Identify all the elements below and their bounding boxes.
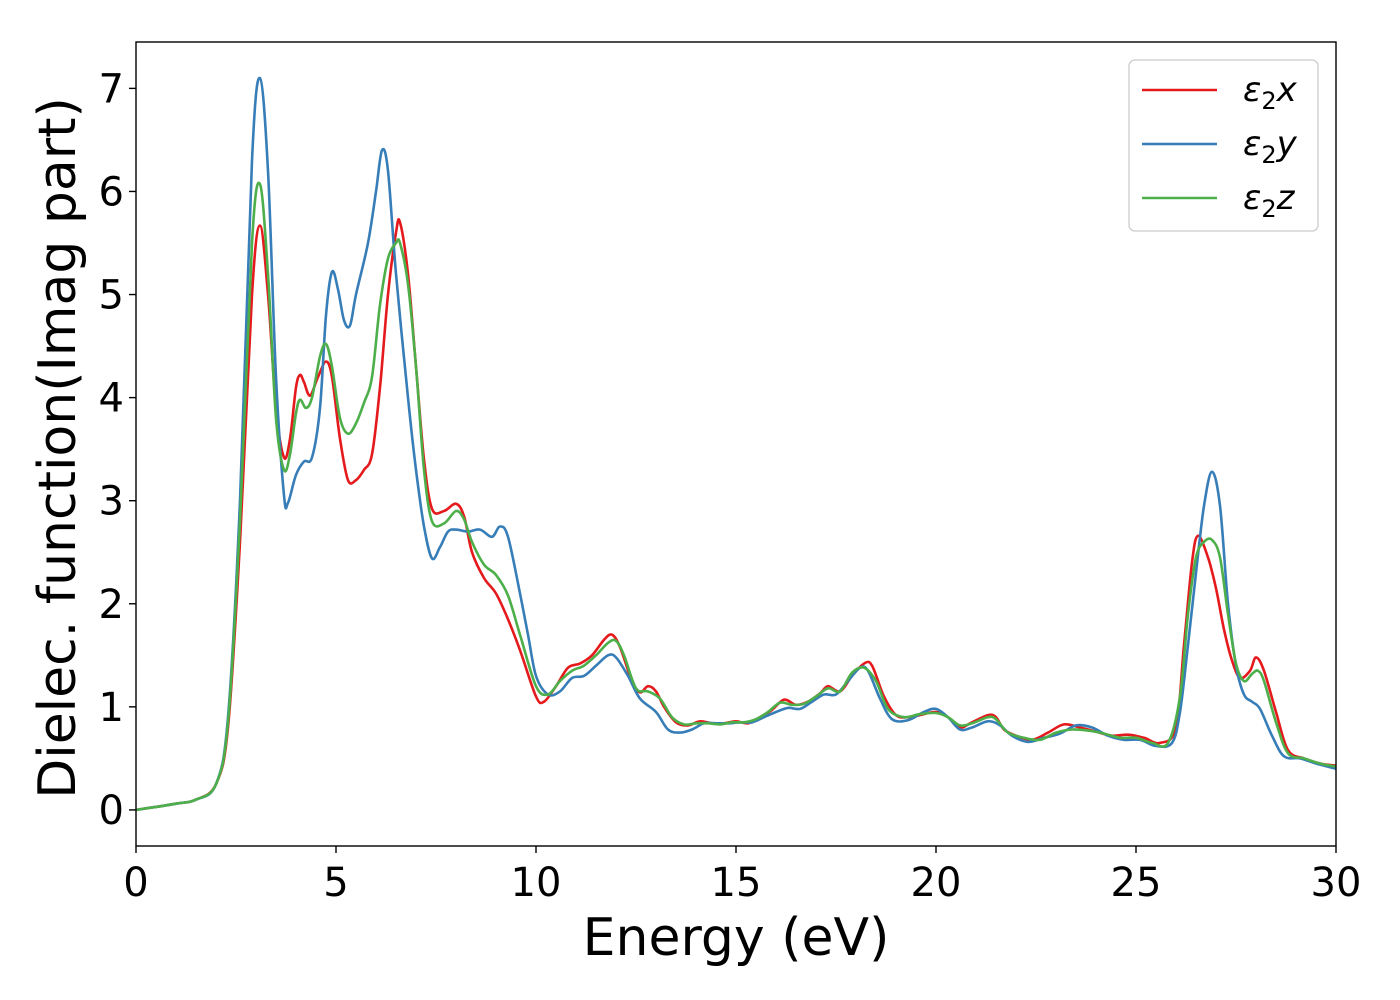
y-tick-label: 1	[99, 685, 124, 731]
legend-label-z: ε2z	[1243, 178, 1296, 223]
series-line-z	[135, 181, 1337, 812]
series-layer	[135, 76, 1337, 812]
legend: ε2x ε2y ε2z	[1128, 59, 1319, 232]
x-tick-label: 5	[323, 860, 348, 906]
x-tick-label: 30	[1311, 860, 1362, 906]
y-tick-label: 2	[99, 582, 124, 628]
y-tick-label: 0	[99, 788, 124, 834]
y-axis: 0 1 2 3 4 5 6 7	[99, 66, 136, 834]
x-axis: 0 5 10 15 20 25 30	[123, 846, 1361, 906]
x-tick-label: 10	[511, 860, 562, 906]
x-tick-label: 0	[123, 860, 148, 906]
y-tick-label: 7	[99, 66, 124, 112]
x-tick-label: 20	[911, 860, 962, 906]
y-tick-label: 4	[99, 376, 124, 422]
x-tick-label: 15	[711, 860, 762, 906]
y-tick-label: 3	[99, 479, 124, 525]
legend-label-y: ε2y	[1243, 124, 1298, 169]
x-tick-label: 25	[1111, 860, 1162, 906]
legend-label-x: ε2x	[1243, 70, 1298, 115]
legend-box	[1128, 59, 1319, 232]
x-axis-label: Energy (eV)	[583, 908, 890, 968]
y-tick-label: 5	[99, 273, 124, 319]
y-axis-label: Dielec. function(Imag part)	[28, 97, 88, 799]
y-tick-label: 6	[99, 169, 124, 215]
